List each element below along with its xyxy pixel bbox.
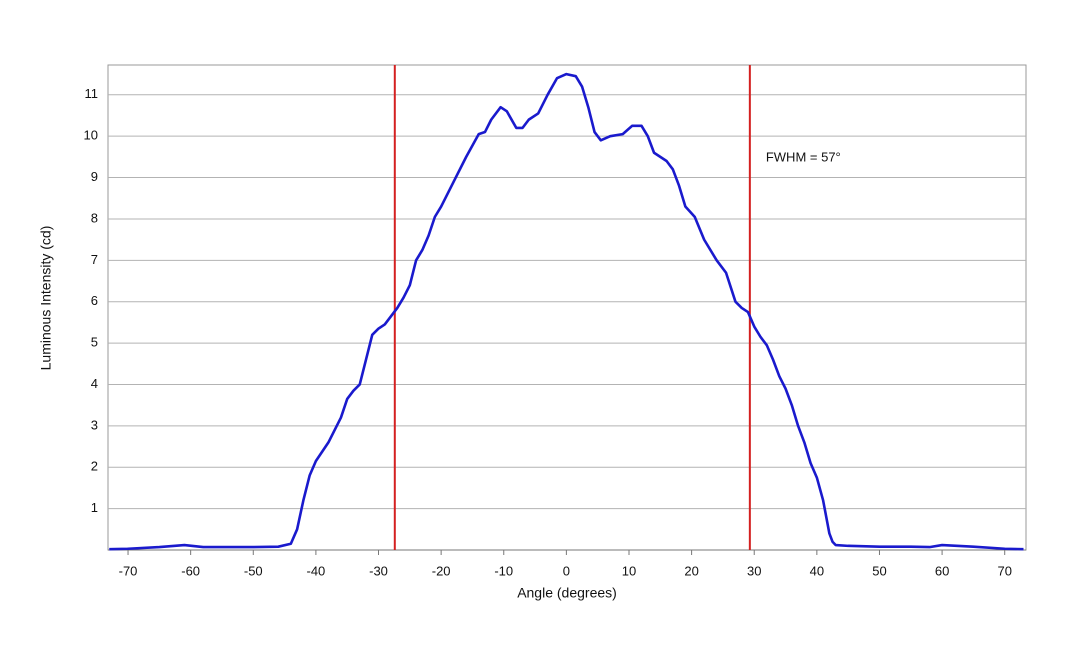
x-tick-label: -10	[494, 563, 513, 578]
data-line	[109, 72, 1024, 551]
y-tick-label: 4	[91, 376, 98, 391]
x-tick-label: -60	[181, 563, 200, 578]
y-tick-label: 7	[91, 252, 98, 267]
x-tick-label: 10	[622, 563, 636, 578]
y-tick-label: 6	[91, 293, 98, 308]
x-tick-label: -70	[119, 563, 138, 578]
x-tick-label: -40	[306, 563, 325, 578]
y-axis-label: Luminous Intensity (cd)	[38, 226, 54, 371]
x-tick-label: 70	[997, 563, 1011, 578]
annotation: FWHM = 57°	[766, 149, 841, 164]
y-tick-label: 1	[91, 500, 98, 515]
x-tick-label: 20	[684, 563, 698, 578]
x-tick-label: 40	[810, 563, 824, 578]
x-tick-label: -50	[244, 563, 263, 578]
y-tick-label: 9	[91, 169, 98, 184]
x-tick-label: 60	[935, 563, 949, 578]
x-tick-label: -20	[432, 563, 451, 578]
x-tick-label: 0	[563, 563, 570, 578]
y-tick-label: 5	[91, 335, 98, 350]
y-tick-label: 11	[85, 86, 99, 101]
x-tick-label: 50	[872, 563, 886, 578]
y-tick-label: 2	[91, 459, 98, 474]
x-tick-label: 30	[747, 563, 761, 578]
y-tick-label: 10	[84, 128, 98, 143]
x-tick-label: -30	[369, 563, 388, 578]
plot-area	[107, 64, 1027, 551]
y-tick-label: 3	[91, 417, 98, 432]
y-tick-label: 8	[91, 210, 98, 225]
x-axis-label: Angle (degrees)	[517, 585, 617, 601]
